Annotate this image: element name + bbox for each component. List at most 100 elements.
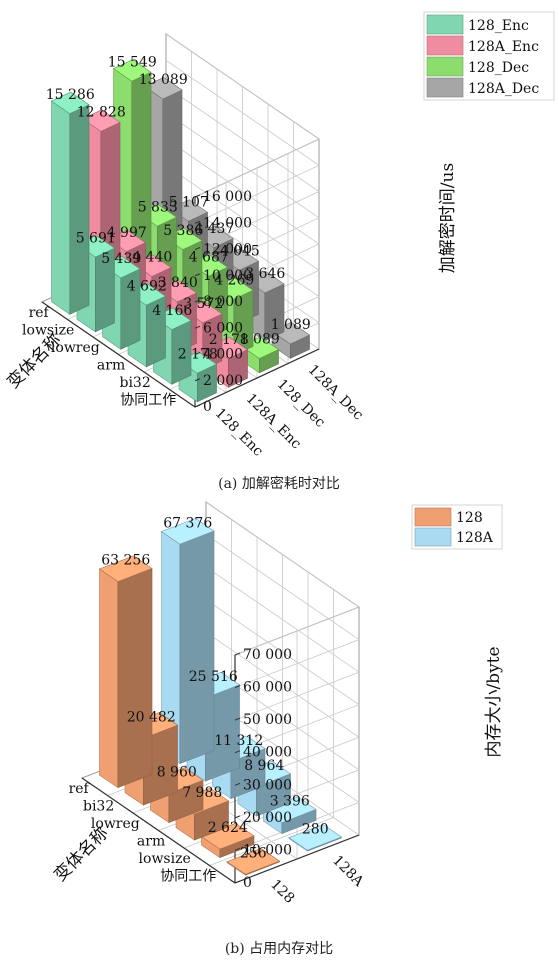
bar-front-face: [99, 568, 119, 789]
category-tick-label: lowreg: [91, 816, 140, 832]
chart-b: 280 3 396 8 964 11 312 25 516 67 376 256 2 624 7…: [50, 501, 504, 957]
z-tick-mark: [234, 815, 241, 819]
data-label: 63 256: [101, 553, 150, 569]
bar-top-face: [143, 77, 183, 100]
data-label: 5 691: [76, 230, 116, 246]
data-label: 5 439: [101, 251, 141, 267]
legend-swatch: [414, 507, 452, 527]
bar-top-face: [288, 824, 343, 851]
bar-top-face: [50, 91, 90, 115]
z-tick-label: 16 000: [203, 189, 252, 205]
data-label: 5 833: [138, 199, 178, 215]
z-tick-label: 4 000: [203, 347, 243, 363]
z-tick-label: 8 000: [203, 294, 243, 310]
bar-top-face: [112, 59, 152, 82]
bar-top-face: [98, 555, 153, 582]
bar-side-face: [117, 567, 153, 789]
chart-b-bars: [98, 518, 343, 876]
z-tick-label: 14 000: [203, 215, 252, 231]
chart-a-category-axis-title: 变体名称: [3, 330, 65, 392]
z-tick-mark: [234, 880, 241, 884]
category-tick-label: lowsize: [139, 851, 191, 867]
bar-128_Enc-lowsize: [76, 235, 116, 333]
bar-128A-协同工作: [288, 824, 343, 852]
data-label: 3 646: [245, 266, 285, 282]
z-tick-label: 12 000: [203, 242, 252, 258]
chart-a-z-ticks: 0 2 000 4 000 6 000 8 000 10 000 12 000 14 000 1…: [194, 189, 252, 415]
data-label: 256: [240, 845, 267, 861]
category-tick-label: lowreg: [51, 340, 100, 356]
z-tick-label: 10 000: [203, 268, 252, 284]
data-label: 280: [302, 821, 329, 837]
data-label: 4 269: [214, 272, 254, 288]
data-label: 4 437: [194, 221, 234, 237]
z-tick-label: 6 000: [203, 320, 243, 336]
data-label: 4 692: [127, 278, 167, 294]
chart-a-data-labels: 1 089 3 646 4 045 4 437 5 107 13 089 1 089 4 26…: [46, 54, 311, 362]
chart-b-z-ticks: 0 10 000 20 000 30 000 40 000 50 000 60 000 70 …: [234, 647, 292, 891]
data-label: 5 107: [169, 194, 209, 210]
z-tick-mark: [194, 325, 201, 329]
category-tick-label: arm: [137, 833, 165, 849]
bar-128-协同工作: [226, 848, 281, 876]
z-tick-mark: [194, 273, 201, 277]
data-label: 12 828: [77, 105, 126, 121]
z-tick-mark: [194, 194, 201, 198]
series-axis-line: [194, 348, 320, 408]
z-tick-mark: [194, 404, 201, 408]
series-tick-label: 128A: [329, 853, 367, 891]
data-label: 20 482: [127, 710, 176, 726]
chart-b-legend: 128 128A: [411, 504, 503, 550]
z-tick-label: 2 000: [203, 373, 243, 389]
category-tick-label: bi32: [83, 798, 114, 814]
z-tick-mark: [234, 717, 241, 721]
z-tick-mark: [234, 685, 241, 689]
data-label: 3 396: [270, 794, 310, 810]
category-axis-line: [41, 301, 196, 408]
data-label: 7 988: [182, 785, 222, 801]
chart-a: 1 089 3 646 4 045 4 437 5 107 13 089 1 089 4 26…: [3, 11, 555, 492]
legend-swatch: [426, 14, 464, 35]
bar-side-face: [69, 104, 90, 315]
category-tick-label: 协同工作: [160, 868, 216, 884]
data-label: 8 964: [244, 758, 284, 774]
chart-b-z-axis-title: 内存大小/byte: [484, 646, 504, 757]
z-tick-mark: [194, 299, 201, 303]
bar-front-face: [51, 100, 71, 315]
bar-128_Enc-ref: [50, 91, 90, 315]
data-label: 2 624: [208, 820, 248, 836]
legend-swatch: [426, 35, 464, 56]
bar-128A-lowsize: [262, 796, 317, 835]
legend-label: 128A_Dec: [468, 81, 539, 97]
chart-a-legend: 128_Enc 128A_Enc 128_Dec 128A_Dec: [423, 11, 555, 101]
data-label: 15 549: [108, 54, 157, 70]
legend-label: 128A: [456, 530, 494, 546]
data-label: 11 312: [214, 733, 263, 749]
z-tick-mark: [194, 220, 201, 224]
chart-b-category-axis-title: 变体名称: [50, 823, 112, 885]
bar-128A-ref: [160, 518, 215, 765]
data-label: 1 089: [271, 317, 311, 333]
z-tick-label: 50 000: [243, 712, 292, 728]
z-tick-mark: [194, 378, 201, 382]
bar-side-face: [179, 530, 215, 765]
data-label: 13 089: [139, 72, 188, 88]
z-tick-label: 0: [243, 875, 252, 891]
series-tick-label: 128: [267, 877, 297, 907]
chart-b-data-labels: 280 3 396 8 964 11 312 25 516 67 376 256 2 624 7…: [101, 515, 328, 861]
z-tick-label: 0: [203, 399, 212, 415]
data-label: 2 178: [209, 332, 249, 348]
z-tick-mark: [234, 847, 241, 851]
data-label: 4 045: [220, 243, 260, 259]
z-tick-mark: [234, 652, 241, 656]
chart-a-bars: [50, 59, 311, 403]
data-label: 3 840: [158, 275, 198, 291]
chart-b-caption: (b) 占用内存对比: [225, 941, 333, 957]
z-tick-label: 10 000: [243, 842, 292, 858]
z-tick-label: 30 000: [243, 777, 292, 793]
bar-128-lowsize: [200, 822, 255, 859]
category-axis-line: [81, 777, 236, 884]
